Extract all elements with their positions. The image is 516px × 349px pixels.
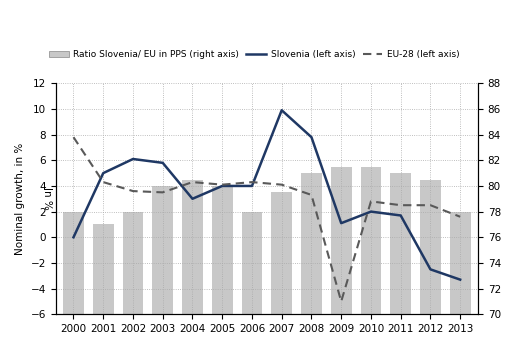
Bar [212,186,233,314]
Bar [301,173,322,314]
Bar [123,211,143,314]
Bar [450,211,471,314]
Legend: Ratio Slovenia/ EU in PPS (right axis), Slovenia (left axis), EU-28 (left axis): Ratio Slovenia/ EU in PPS (right axis), … [45,46,463,62]
Bar [331,167,351,314]
Bar [63,211,84,314]
Bar [241,211,262,314]
Bar [152,186,173,314]
Bar [420,179,441,314]
Bar [390,173,411,314]
Bar [182,179,203,314]
Bar [93,224,114,314]
Y-axis label: In %: In % [42,187,52,210]
Bar [271,192,292,314]
Y-axis label: Nominal growth, in %: Nominal growth, in % [15,143,25,255]
Bar [361,167,381,314]
